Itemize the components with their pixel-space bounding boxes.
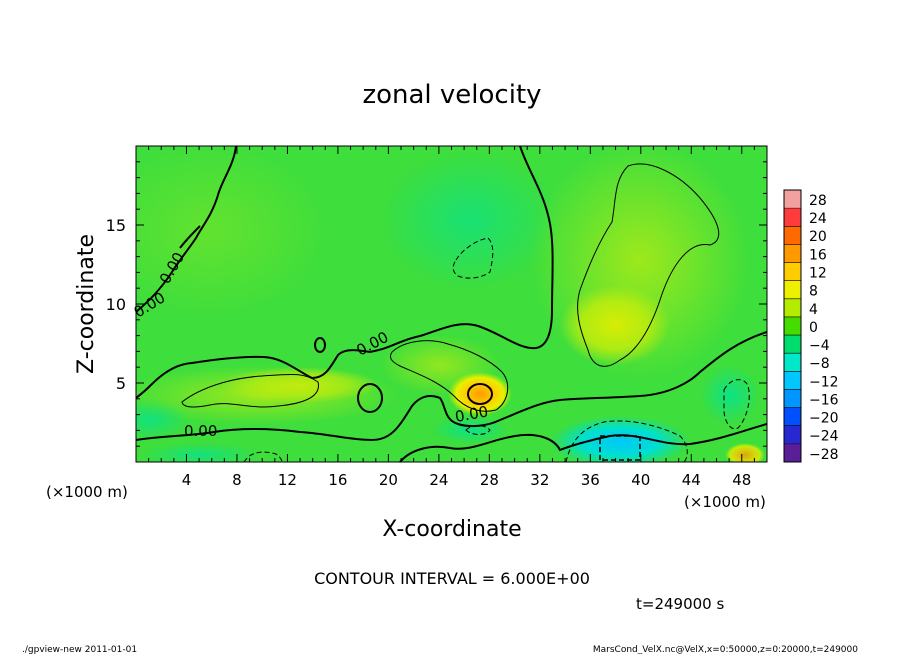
- contour-positive: [181, 373, 319, 408]
- contour-positive: [577, 163, 720, 367]
- colorbar-segment: [784, 335, 801, 354]
- time-text: t=249000 s: [636, 595, 724, 613]
- field-region: [560, 285, 670, 365]
- colorbar-label: −24: [809, 429, 839, 445]
- y-axis-label: Z-coordinate: [74, 234, 99, 374]
- contour-negative: [243, 451, 283, 462]
- chart-title: zonal velocity: [362, 80, 541, 110]
- colorbar-frame: [783, 189, 802, 463]
- y-tick-label: 15: [106, 216, 126, 235]
- contour-zero: [357, 383, 383, 413]
- contour-label: 0.00: [184, 422, 217, 440]
- x-unit-label: (×1000 m): [684, 493, 766, 511]
- x-tick-label: 24: [429, 471, 448, 489]
- colorbar-segment: [784, 262, 801, 281]
- colorbar-label: −8: [809, 356, 830, 372]
- contour-negative: [599, 435, 641, 461]
- footer-right: MarsCond_VelX.nc@VelX,x=0:50000,z=0:2000…: [593, 645, 858, 654]
- plot-area: [136, 146, 767, 462]
- colorbar-segment: [784, 371, 801, 390]
- colorbar-segment: [784, 244, 801, 263]
- contour-zero: [399, 423, 767, 462]
- contour-interval-text: CONTOUR INTERVAL = 6.000E+00: [314, 569, 590, 588]
- x-tick-label: 8: [232, 471, 242, 489]
- field-region: [136, 146, 330, 320]
- y-tick-label: 10: [106, 295, 126, 314]
- colorbar-segment: [784, 280, 801, 299]
- colorbar-segment: [784, 443, 801, 462]
- field-region: [550, 416, 690, 462]
- colorbar-label: 4: [809, 302, 818, 318]
- colorbar-segment: [784, 226, 801, 245]
- field-region: [140, 443, 260, 462]
- colorbar-segment: [784, 190, 801, 209]
- colorbar-segment: [784, 407, 801, 426]
- contour-positive: [389, 340, 509, 412]
- colorbar-label: −4: [809, 338, 830, 354]
- colorbar-label: −20: [809, 411, 839, 427]
- contour-negative: [465, 425, 491, 435]
- colorbar-segment: [784, 353, 801, 372]
- field-region: [725, 443, 765, 462]
- colorbar: 28 24 20 16 12 8 4 0 −4 −8 −12 −16 −20 −24 −28: [783, 189, 839, 463]
- colorbar-segment: [784, 316, 801, 336]
- colorbar-label: 20: [809, 229, 827, 245]
- x-tick-label: 32: [530, 471, 549, 489]
- field-region: [700, 365, 760, 425]
- x-tick-label: 20: [379, 471, 398, 489]
- field-region: [136, 400, 190, 440]
- colorbar-label: 12: [809, 266, 827, 282]
- colorbar-label: 8: [809, 284, 818, 300]
- y-tick-label: 5: [116, 374, 126, 393]
- x-tick-label: 36: [581, 471, 600, 489]
- contour-zero: [136, 146, 554, 399]
- contour-zero: [314, 337, 326, 353]
- contour-zero: [179, 225, 201, 249]
- contour-zero: [467, 383, 493, 405]
- colorbar-segment: [784, 389, 801, 408]
- x-axis: 4 8 12 16 20 24 28 32 36 40 44 48: [148, 146, 755, 489]
- colorbar-label: 16: [809, 247, 827, 263]
- contour-zero: [136, 146, 237, 313]
- contour-negative: [565, 420, 688, 462]
- colorbar-label: 0: [809, 320, 818, 336]
- colorbar-label: 28: [809, 193, 827, 209]
- colorbar-label: −12: [809, 374, 839, 390]
- y-axis: 5 10 15: [106, 161, 767, 447]
- x-tick-label: 4: [182, 471, 192, 489]
- field-region: [380, 150, 560, 290]
- contour-negative: [723, 379, 750, 430]
- x-tick-label: 40: [631, 471, 650, 489]
- colorbar-segment: [784, 298, 801, 317]
- contour-negative: [452, 237, 494, 279]
- x-tick-label: 12: [278, 471, 297, 489]
- footer-left: ./gpview-new 2011-01-01: [22, 645, 137, 654]
- colorbar-label: 24: [809, 211, 827, 227]
- field-region: [220, 367, 380, 403]
- colorbar-segment: [784, 208, 801, 227]
- x-tick-label: 44: [682, 471, 701, 489]
- x-tick-label: 16: [328, 471, 347, 489]
- x-tick-label: 28: [480, 471, 499, 489]
- colorbar-label: −16: [809, 392, 839, 408]
- x-axis-label: X-coordinate: [382, 517, 521, 542]
- colorbar-label: −28: [809, 447, 839, 463]
- x-tick-label: 48: [732, 471, 751, 489]
- contour-zero: [136, 331, 767, 442]
- colorbar-segment: [784, 425, 801, 444]
- y-unit-label: (×1000 m): [46, 483, 128, 501]
- contour-label: 0.00: [454, 402, 490, 426]
